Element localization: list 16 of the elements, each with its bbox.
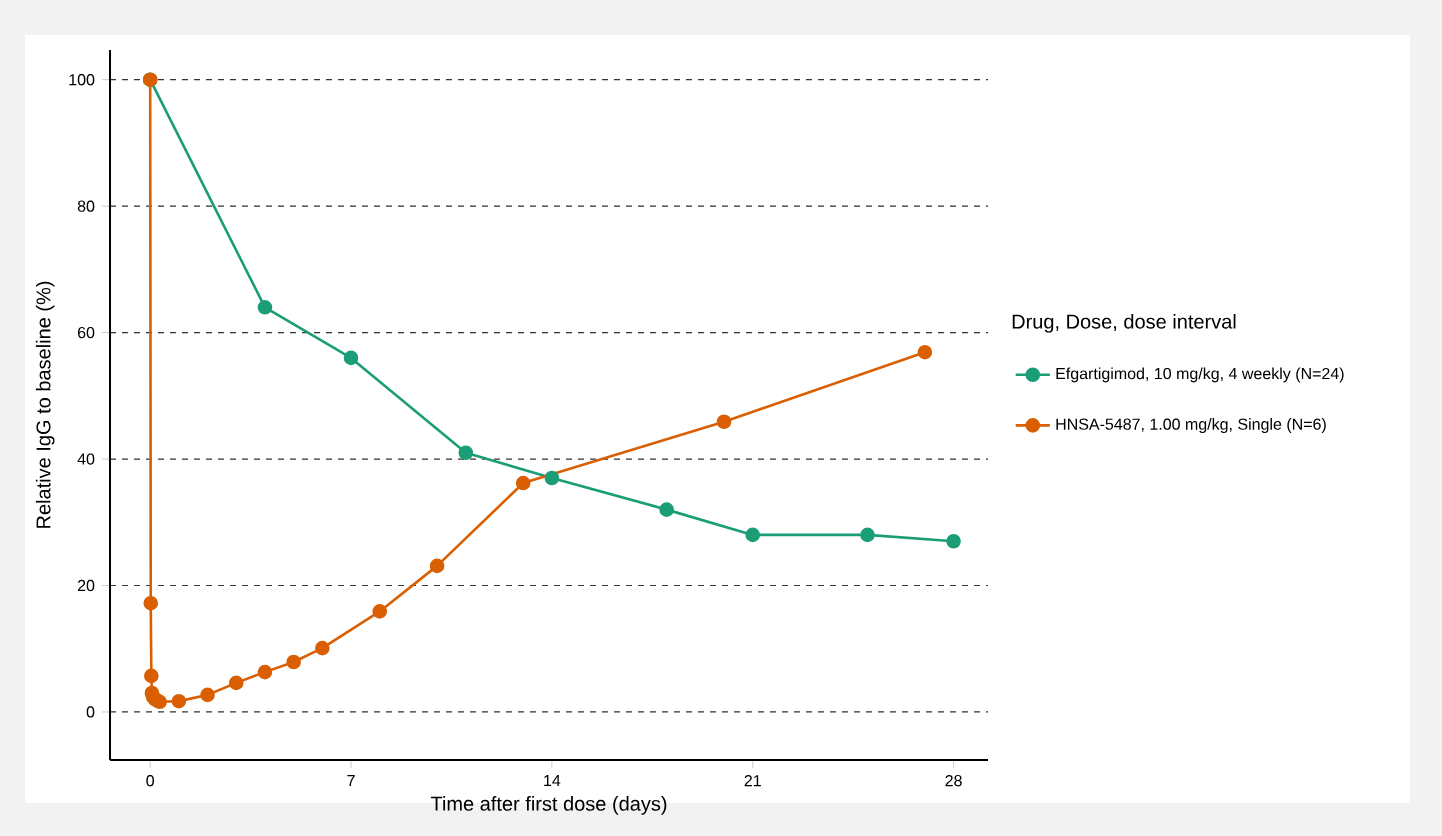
y-tick-label: 40 <box>77 453 95 465</box>
legend-label: Efgartigimod, 10 mg/kg, 4 weekly (N=24) <box>1056 367 1344 383</box>
legend-title: Drug, Dose, dose interval <box>1012 313 1236 333</box>
y-tick-label: 20 <box>77 579 95 592</box>
y-tick-label: 60 <box>77 326 95 339</box>
y-axis-title: Relative IgG to baseline (%) <box>35 281 55 528</box>
y-tick-label: 100 <box>69 74 95 86</box>
y-tick-label: 0 <box>86 706 95 718</box>
y-tick-label: 80 <box>77 200 95 212</box>
x-tick-label: 0 <box>146 775 155 787</box>
legend-label: HNSA-5487, 1.00 mg/kg, Single (N=6) <box>1056 418 1326 433</box>
x-axis-title: Time after first dose (days) <box>430 796 667 815</box>
x-tick-label: 28 <box>945 775 962 787</box>
x-tick-label: 7 <box>347 775 355 787</box>
x-tick-label: 21 <box>744 775 761 787</box>
x-tick-label: 14 <box>544 775 561 787</box>
